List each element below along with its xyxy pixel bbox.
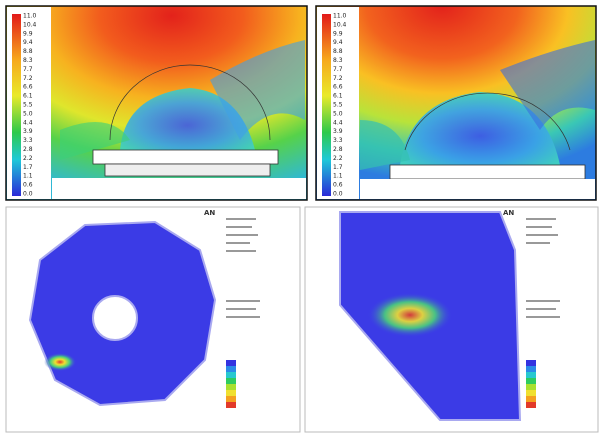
colorbar-label: 5.5 [23, 102, 33, 109]
colorbar-label: 4.4 [23, 119, 33, 126]
colorbar-label: 0.6 [333, 182, 343, 189]
colorbar-label: 8.3 [333, 57, 343, 64]
colorbar-label: 0.6 [23, 182, 33, 189]
colorbar-label: 9.4 [23, 39, 33, 46]
colorbar-label: 3.9 [23, 128, 33, 135]
colorbar-label: 5.5 [333, 102, 343, 109]
colorbar-label: 2.8 [23, 146, 33, 153]
colorbar-label: 11.0 [23, 13, 37, 20]
colorbar-label: 6.6 [23, 84, 33, 91]
mesh-panel [305, 207, 598, 432]
colorbar-label: 9.4 [333, 39, 343, 46]
colorbar-label: 8.8 [23, 48, 33, 55]
colorbar-label: 6.1 [333, 93, 343, 100]
colorbar-label: 2.2 [23, 155, 33, 162]
colorbar-label: 6.1 [23, 93, 33, 100]
legend-swatches [226, 360, 236, 408]
colorbar-label: 7.7 [333, 66, 343, 73]
colorbar-label: 1.7 [23, 164, 33, 171]
colorbar-label: 3.3 [23, 137, 33, 144]
page: AN AN 11.010.49.99.48.88.37.77.26.66.15.… [0, 0, 602, 437]
colorbar-label: 7.2 [23, 75, 33, 82]
colorbar-label: 6.6 [333, 84, 343, 91]
colorbar-label: 4.4 [333, 119, 343, 126]
colorbar-label: 2.8 [333, 146, 343, 153]
colorbar-label: 9.9 [333, 30, 343, 37]
flow-panel [316, 6, 596, 200]
colorbar-label: 9.9 [23, 30, 33, 37]
colorbar-label: 0.0 [23, 191, 33, 198]
legend-swatches [526, 360, 536, 408]
logo: AN [503, 209, 514, 217]
colorbar-label: 1.1 [333, 173, 343, 180]
colorbar-label: 10.4 [333, 21, 347, 28]
colorbar-label: 5.0 [333, 110, 343, 117]
figure: AN AN 11.010.49.99.48.88.37.77.26.66.15.… [0, 0, 602, 437]
colorbar-label: 11.0 [333, 13, 347, 20]
mesh-panel [6, 207, 300, 432]
colorbar-label: 5.0 [23, 110, 33, 117]
colorbar-label: 7.7 [23, 66, 33, 73]
colorbar-label: 8.8 [333, 48, 343, 55]
colorbar-label: 2.2 [333, 155, 343, 162]
colorbar-label: 1.7 [333, 164, 343, 171]
colorbar-label: 3.9 [333, 128, 343, 135]
flow-panel [6, 6, 307, 200]
logo: AN [204, 209, 215, 217]
colorbar-label: 10.4 [23, 21, 37, 28]
colorbar-label: 3.3 [333, 137, 343, 144]
colorbar-label: 8.3 [23, 57, 33, 64]
colorbar-label: 7.2 [333, 75, 343, 82]
colorbar-label: 1.1 [23, 173, 33, 180]
colorbar-label: 0.0 [333, 191, 343, 198]
